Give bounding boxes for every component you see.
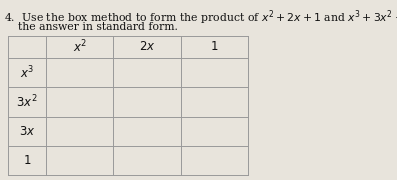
Text: the answer in standard form.: the answer in standard form. <box>4 22 178 32</box>
Text: $x^3$: $x^3$ <box>20 64 34 81</box>
Text: $2x$: $2x$ <box>139 40 155 53</box>
Text: $3x$: $3x$ <box>19 125 35 138</box>
Text: $1$: $1$ <box>210 40 218 53</box>
Text: 4.  Use the box method to form the product of $x^2+2x+1$ and $x^3+3x^2+3x+1$.  W: 4. Use the box method to form the produc… <box>4 8 397 27</box>
Text: $3x^2$: $3x^2$ <box>16 94 38 110</box>
Text: $1$: $1$ <box>23 154 31 167</box>
Text: $x^2$: $x^2$ <box>73 39 87 55</box>
